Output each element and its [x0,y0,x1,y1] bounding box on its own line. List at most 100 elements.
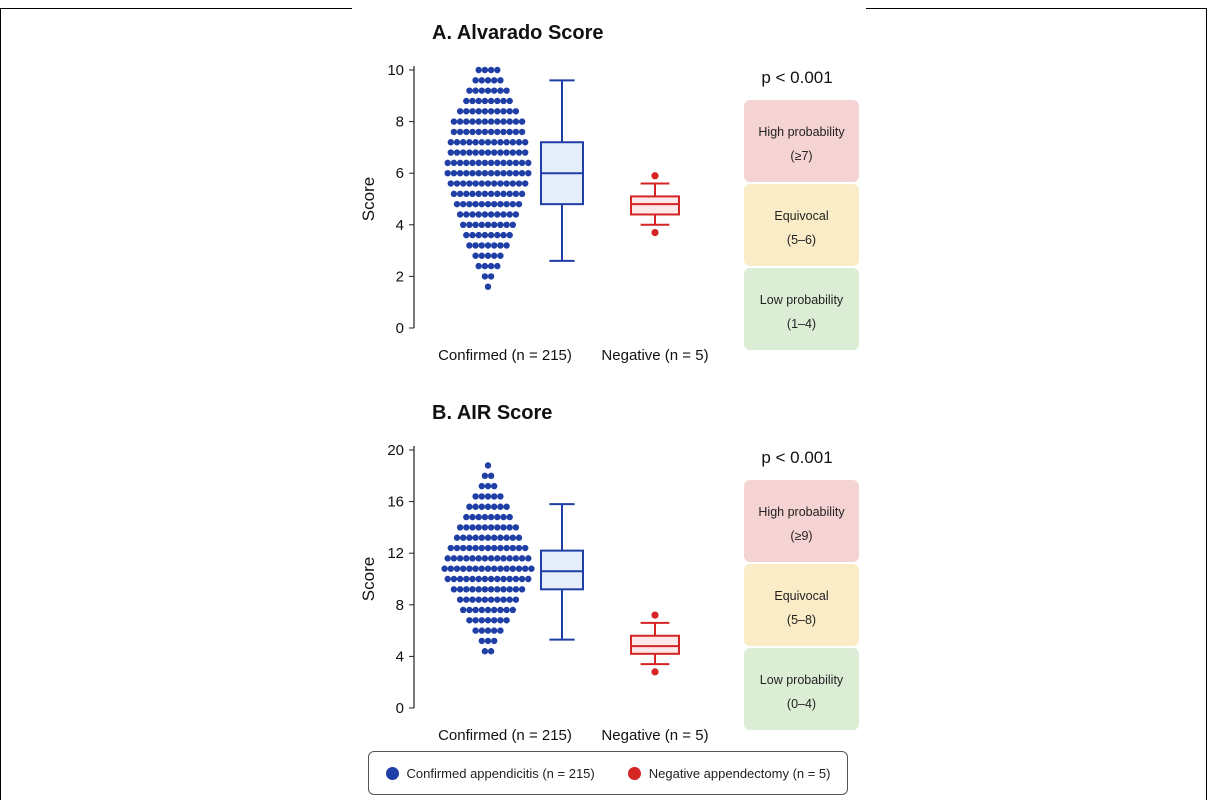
chartb-confirmed-data-point [472,544,479,552]
chartb-confirmed-data-point [466,606,473,614]
legend-marker-confirmed [385,766,399,780]
charta-confirmed-data-point [491,139,498,146]
charta-zone-low-range: (1–4) [787,317,816,331]
chartb-y-axis-label: Score [359,557,378,601]
charta-confirmed-data-point [494,190,501,198]
charta-confirmed-data-point [525,159,532,167]
chartb-confirmed-data-point [491,617,498,624]
charta-confirmed-data-point [506,190,513,198]
chartb-confirmed-data-point [500,513,507,521]
charta-y-tick-label: 10 [387,62,404,79]
charta-confirmed-data-point [503,221,510,228]
charta-confirmed-data-point [484,221,492,228]
charta-confirmed-data-point [497,252,504,259]
charta-confirmed-data-point [506,108,513,115]
chartb-confirmed-data-point [497,627,504,634]
charta-confirmed-data-point [487,273,495,280]
chartb-zone-low [744,648,859,730]
charta-confirmed-data-point [478,77,485,84]
charta-confirmed-data-point [472,242,479,249]
charta-confirmed-data-point [460,149,467,156]
charta-confirmed-data-point [503,242,510,249]
charta-confirmed-data-point [487,108,495,115]
charta-confirmed-data-point [478,252,485,259]
charta-confirmed-data-point [481,190,489,198]
chartb-confirmed-data-point [506,596,513,603]
chartb-confirmed-data-point [469,596,476,603]
charta-negative-box [630,195,680,216]
charta-confirmed-data-point [500,170,507,177]
chartb-confirmed-data-point [453,534,461,541]
charta-confirmed-data-point [522,139,529,146]
charta-confirmed-data-point [506,159,513,167]
chartb-confirmed-data-point [472,627,479,634]
chartb-confirmed-data-point [484,606,492,614]
chartb-confirmed-data-point [460,565,467,572]
chartb-confirmed-data-point [484,503,492,510]
charta-confirmed-data-point [481,159,489,167]
chartb-x-tick-label-negative: Negative (n = 5) [601,727,708,744]
charta-confirmed-data-point [484,242,492,249]
chartb-confirmed-data-point [497,606,504,614]
charta-confirmed-data-point [487,190,495,198]
chartb-confirmed-data-point [478,534,485,541]
charta-confirmed-data-point [500,231,507,239]
charta-confirmed-data-point [469,211,476,218]
charta-confirmed-data-point [494,108,501,115]
chartb-confirmed-data-point [484,493,492,500]
chartb-confirmed-data-point [494,555,501,562]
charta-confirmed-data-point [494,170,501,177]
charta-confirmed-data-point [515,149,523,156]
chartb-confirmed-data-point [494,575,501,583]
charta-y-tick-label: 0 [396,320,404,337]
charta-confirmed-data-point [475,262,482,270]
chartb-confirmed-data-point [481,555,489,562]
charta-zone-high [744,100,859,182]
charta-confirmed-data-point [487,118,495,125]
chartb-confirmed-data-point [481,513,489,521]
charta-y-tick-label: 8 [396,114,404,131]
charta-confirmed-data-point [478,139,485,146]
charta-confirmed-data-point [522,149,529,156]
charta-p-value: p < 0.001 [761,68,832,87]
chartb-confirmed-data-point [500,575,507,583]
charta-confirmed-data-point [444,159,451,167]
charta-confirmed-data-point [463,231,470,239]
charta-confirmed-data-point [481,66,489,74]
chartb-confirmed-data-point [487,596,495,603]
chartb-confirmed-data-point [472,493,479,500]
charta-confirmed-data-point [466,180,473,187]
chartb-confirmed-data-point [512,524,520,531]
chartb-confirmed-data-point [453,565,461,572]
charta-confirmed-data-point [463,97,470,105]
charta-confirmed-data-point [484,283,492,290]
alvarado-score-chart: A. Alvarado Score Score 0 2 4 6 8 10 Confirmed (… [359,22,859,364]
chart-legend: Confirmed appendicitis (n = 215) Negativ… [368,751,848,795]
chartb-confirmed-data-point [503,606,510,614]
charta-confirmed-data-point [453,139,461,146]
chartb-zone-equivocal-range: (5–8) [787,613,816,627]
charta-confirmed-data-point [481,128,489,136]
chartb-confirmed-data-point [487,513,495,521]
charta-confirmed-data-point [484,200,492,208]
chartb-confirmed-data-point [491,637,498,645]
chartb-confirmed-data-point [475,555,482,562]
charta-confirmed-data-point [456,128,464,136]
chartb-confirmed-data-point [472,617,479,624]
charta-confirmed-data-point [456,170,464,177]
charta-confirmed-data-point [494,262,501,270]
chartb-confirmed-data-point [506,586,513,593]
charta-confirmed-data-point [475,66,482,74]
charta-confirmed-data-point [469,118,476,125]
charta-zone-high-label: High probability [758,125,845,139]
chartb-confirmed-data-point [478,503,485,510]
charta-confirmed-data-point [472,77,479,84]
charta-confirmed-data-point [456,118,464,125]
charta-confirmed-data-point [497,221,504,228]
charta-confirmed-data-point [512,118,520,125]
charta-confirmed-data-point [453,180,461,187]
chartb-confirmed-data-point [444,575,451,583]
charta-confirmed-data-point [497,242,504,249]
chartb-confirmed-data-point [487,524,495,531]
charta-confirmed-data-point [456,190,464,198]
